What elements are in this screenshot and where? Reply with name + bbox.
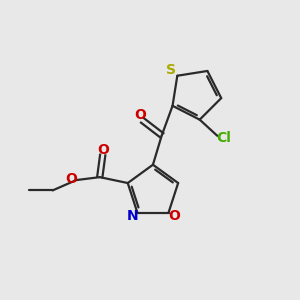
Text: N: N	[126, 208, 138, 223]
Text: O: O	[65, 172, 77, 186]
Text: O: O	[97, 143, 109, 157]
Text: S: S	[167, 63, 176, 77]
Text: Cl: Cl	[216, 131, 231, 145]
Text: O: O	[168, 208, 180, 223]
Text: O: O	[134, 108, 146, 122]
